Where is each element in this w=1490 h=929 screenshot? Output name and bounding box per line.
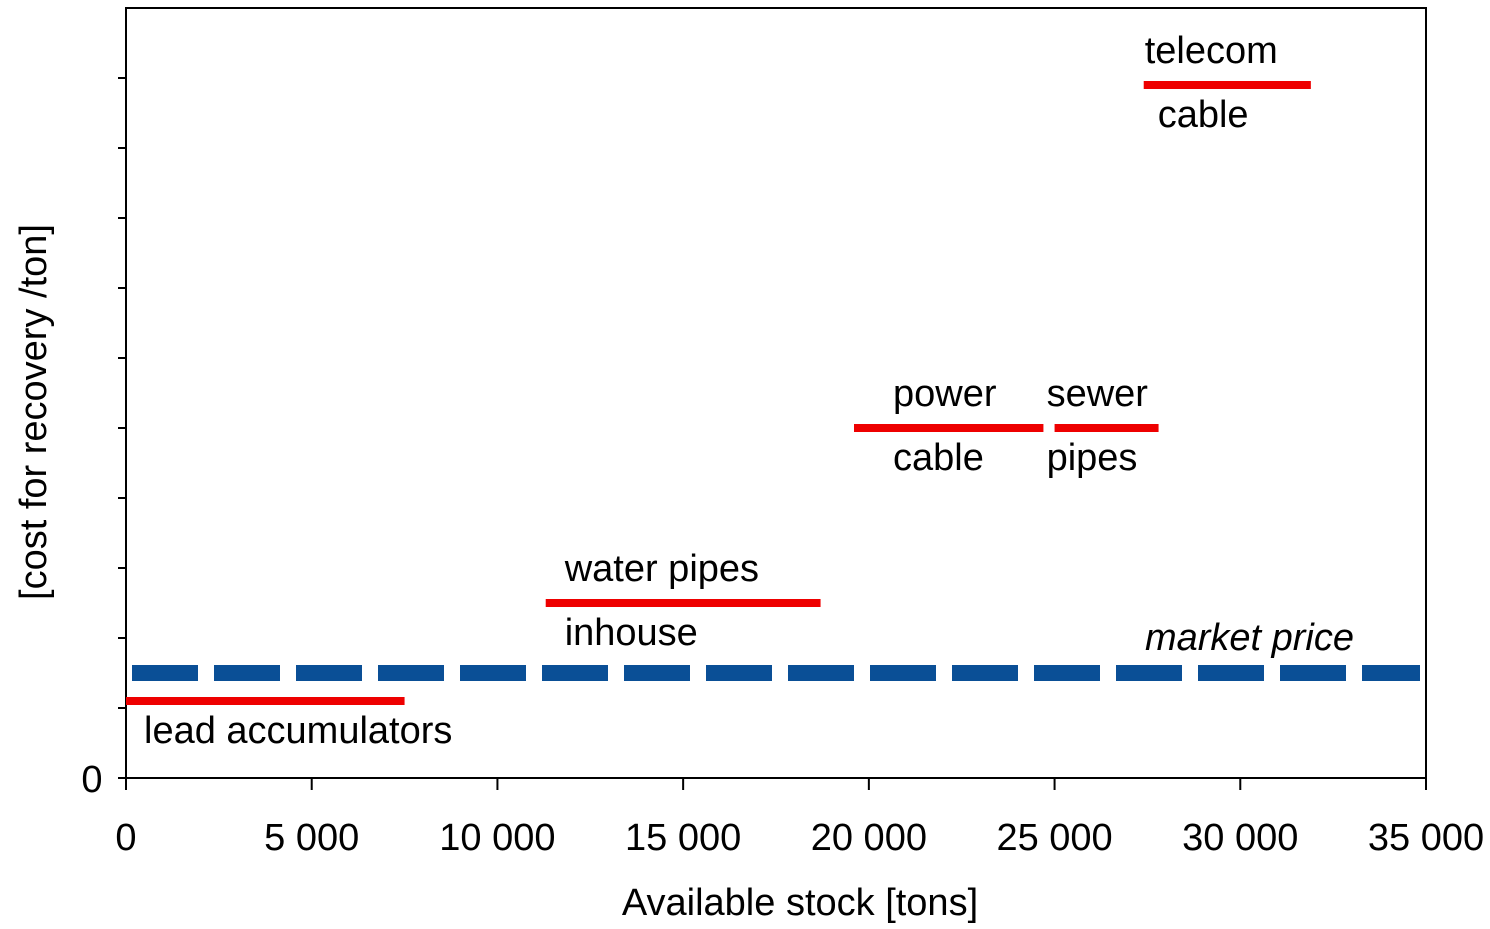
y-axis-title: [cost for recovery /ton]	[13, 224, 55, 600]
segment-label: power	[893, 373, 997, 415]
x-tick-label: 30 000	[1182, 817, 1298, 859]
segment-label: cable	[893, 437, 984, 479]
plot-frame	[125, 7, 1427, 779]
x-tick-label: 15 000	[625, 817, 741, 859]
segment-label: water pipes	[564, 548, 759, 590]
x-tick-label: 5 000	[264, 817, 359, 859]
x-tick-label: 10 000	[439, 817, 555, 859]
x-tick-label: 25 000	[996, 817, 1112, 859]
x-tick-label: 0	[115, 817, 136, 859]
segment-label: sewer	[1047, 373, 1149, 415]
x-axis-title: Available stock [tons]	[622, 882, 978, 924]
segment-label: lead accumulators	[144, 710, 452, 752]
segment-label: cable	[1158, 94, 1249, 136]
y-tick-label: 0	[81, 759, 102, 801]
market-price-label: market price	[1145, 617, 1354, 659]
segment-label: pipes	[1047, 437, 1138, 479]
segment-label: inhouse	[565, 612, 698, 654]
x-tick-label: 20 000	[811, 817, 927, 859]
segment-label: telecom	[1145, 30, 1278, 72]
x-tick-label: 35 000	[1368, 817, 1484, 859]
